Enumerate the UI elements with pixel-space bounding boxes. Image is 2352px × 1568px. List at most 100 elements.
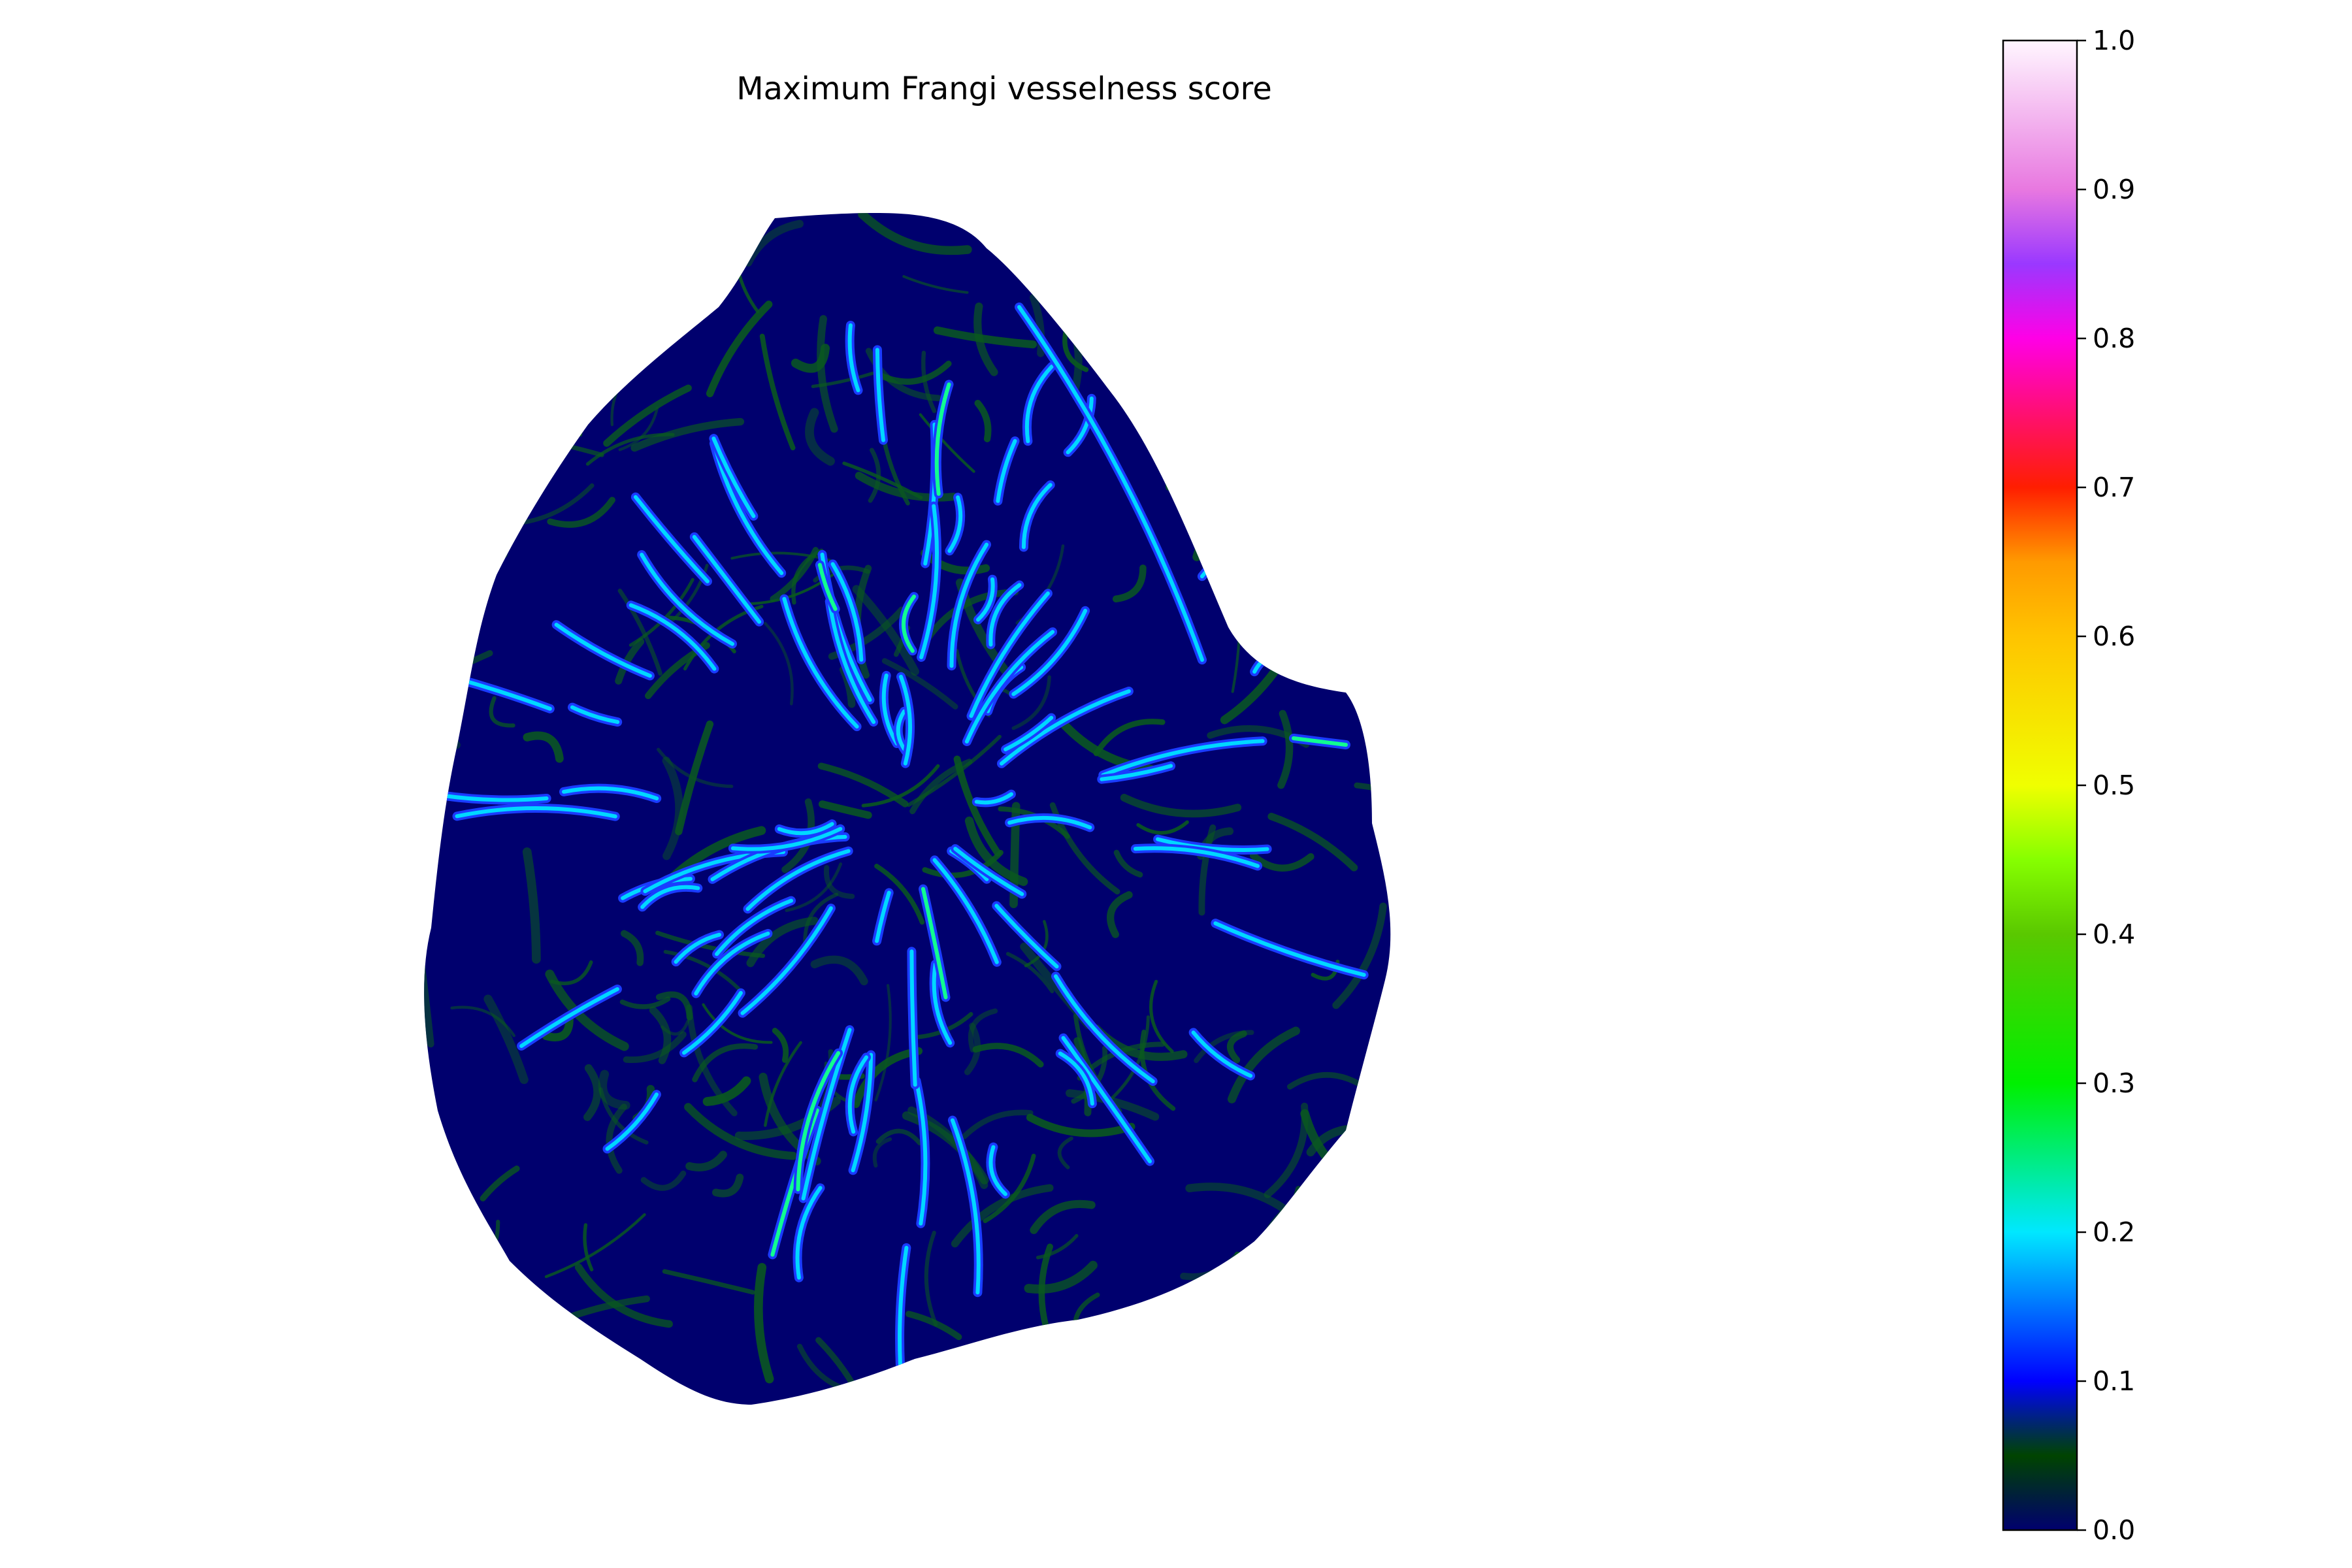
texture-stroke — [1136, 820, 1189, 835]
texture-stroke — [1196, 218, 1247, 229]
texture-stroke — [872, 1137, 892, 1168]
vessel-stroke — [881, 673, 899, 745]
texture-stroke — [1350, 323, 1371, 417]
texture-stroke — [444, 304, 474, 328]
texture-stroke — [1172, 372, 1282, 385]
texture-stroke — [424, 527, 472, 544]
texture-stroke — [933, 326, 1037, 349]
vessel-stroke — [740, 906, 833, 1015]
texture-stroke — [815, 1337, 873, 1405]
vessel-stroke — [692, 534, 762, 624]
texture-stroke — [1215, 364, 1279, 390]
texture-stroke — [424, 947, 434, 1048]
colorbar-tick-label: 1.0 — [2093, 25, 2135, 56]
texture-stroke — [424, 553, 446, 571]
vessel-stroke — [988, 583, 1022, 647]
vessel-stroke — [1004, 715, 1054, 751]
texture-stroke — [1038, 1243, 1053, 1338]
vessel-stroke — [1061, 1036, 1152, 1164]
colorbar-tick-label: 0.8 — [2093, 323, 2135, 354]
vessel-stroke — [629, 603, 717, 671]
texture-stroke — [424, 1133, 433, 1184]
texture-stroke — [544, 1213, 646, 1279]
vessel-stroke — [1021, 483, 1053, 549]
texture-stroke — [1253, 1281, 1286, 1369]
texture-stroke — [810, 955, 868, 986]
texture-stroke — [902, 275, 969, 294]
vessel-stroke — [932, 858, 999, 964]
texture-stroke — [1351, 1273, 1391, 1292]
texture-stroke — [1199, 147, 1211, 210]
texture-stroke — [686, 1004, 738, 1117]
vessel-stroke — [969, 591, 1050, 718]
texture-stroke — [1287, 1071, 1367, 1090]
texture-stroke — [1192, 213, 1268, 218]
texture-stroke — [1072, 313, 1106, 336]
texture-stroke — [874, 864, 925, 925]
texture-stroke — [1211, 309, 1245, 391]
vessel-stroke — [896, 709, 908, 753]
chart-title: Maximum Frangi vesselness score — [736, 71, 1272, 107]
texture-stroke — [617, 588, 662, 676]
vessel-stroke — [919, 504, 939, 659]
texture-stroke — [842, 461, 923, 500]
texture-stroke — [1120, 794, 1242, 818]
texture-stroke — [1227, 1026, 1300, 1103]
texture-stroke — [450, 1005, 515, 1037]
texture-stroke — [1224, 1316, 1275, 1399]
vessel-stroke — [745, 849, 851, 911]
texture-stroke — [772, 1028, 789, 1063]
texture-stroke — [1096, 342, 1213, 361]
colorbar: 0.0 0.1 0.2 0.3 0.4 0.5 0.6 0.7 0.8 0.9 1.0 — [2002, 25, 2135, 1546]
texture-stroke — [887, 1402, 948, 1405]
texture-stroke — [1057, 1136, 1073, 1169]
texture-stroke — [868, 448, 881, 503]
vessel-stroke — [730, 826, 843, 851]
vessel-stroke — [953, 847, 1024, 896]
texture-stroke — [764, 621, 794, 706]
texture-stroke — [1072, 213, 1132, 295]
colorbar-tick-label: 0.4 — [2093, 919, 2135, 950]
vessel-stroke — [640, 553, 734, 646]
vessel-stroke — [964, 630, 1055, 743]
vessel-stroke — [921, 887, 948, 1000]
texture-stroke — [1198, 824, 1217, 916]
texture-stroke — [964, 816, 1028, 887]
vessel-stroke — [994, 904, 1059, 969]
texture-stroke — [685, 1151, 727, 1171]
texture-stroke — [791, 344, 830, 373]
vessel-stroke — [1024, 365, 1054, 444]
texture-stroke — [1357, 1176, 1391, 1210]
texture-stroke — [852, 1047, 923, 1108]
texture-stroke — [811, 371, 875, 388]
texture-stroke — [861, 764, 940, 808]
texture-stroke — [1024, 1260, 1098, 1294]
vessel-stroke — [847, 323, 860, 393]
vessel-stroke — [682, 990, 743, 1055]
colorbar-tick-label: 0.0 — [2093, 1514, 2135, 1546]
texture-stroke — [1342, 1184, 1388, 1209]
texture-stroke — [479, 231, 519, 266]
texture-stroke — [424, 213, 429, 263]
vessel-stroke — [909, 949, 917, 1087]
texture-stroke — [1272, 1247, 1292, 1303]
texture-stroke — [640, 1170, 687, 1191]
texture-stroke — [973, 1349, 991, 1382]
texture-stroke — [455, 1224, 472, 1313]
vessel-stroke — [902, 595, 916, 653]
texture-stroke — [424, 1197, 442, 1310]
vessel-stroke — [1007, 815, 1092, 830]
vessel-stroke — [554, 623, 652, 678]
texture-stroke — [1117, 1369, 1223, 1392]
texture-stroke — [523, 731, 564, 763]
vessel-stroke — [801, 1028, 852, 1201]
colorbar-tick-label: 0.7 — [2093, 472, 2135, 503]
vessel-stroke — [455, 806, 617, 819]
texture-stroke — [1281, 1215, 1356, 1230]
texture-stroke — [692, 1043, 759, 1083]
colorbar-tick-label: 0.5 — [2093, 770, 2135, 801]
texture-stroke — [805, 408, 835, 466]
texture-stroke — [620, 930, 644, 966]
vessel-stroke — [1100, 764, 1173, 781]
texture-stroke — [711, 1173, 744, 1198]
